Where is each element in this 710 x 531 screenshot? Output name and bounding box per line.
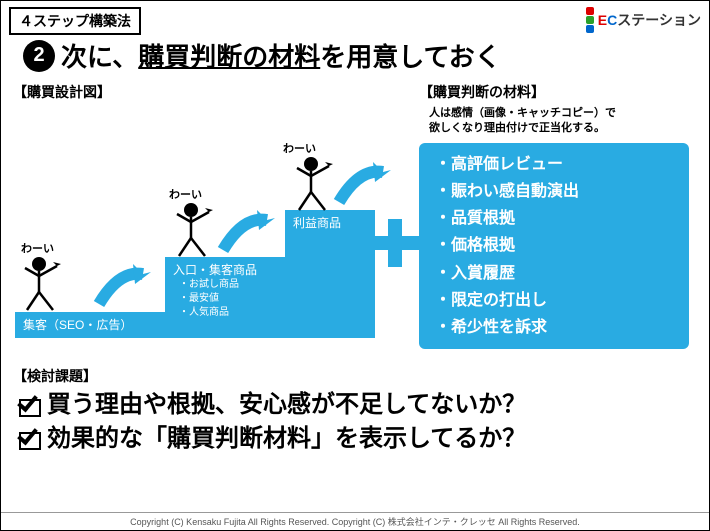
mat-item: ・希少性を訴求 (435, 314, 673, 341)
plus-icon (371, 219, 419, 267)
mat-item: ・限定の打出し (435, 287, 673, 314)
header-row: ４ステップ構築法 ECステーション (1, 1, 709, 35)
method-tag: ４ステップ構築法 (9, 7, 141, 35)
left-diagram: 【購買設計図】 集客（SEO・広告） 入口・集客商品 ・お試し商品 ・最安値 ・… (13, 82, 413, 362)
right-column: 【購買判断の材料】 人は感情（画像・キャッチコピー）で欲しくなり理由付けで正当化… (419, 82, 689, 362)
step-2: 入口・集客商品 ・お試し商品 ・最安値 ・人気商品 (165, 257, 285, 338)
mat-item: ・価格根拠 (435, 232, 673, 259)
stick-figure-3 (291, 154, 337, 214)
check-icon (17, 393, 41, 417)
step-3: 利益商品 (285, 210, 375, 338)
review-questions: 買う理由や根拠、安心感が不足してないか？ 効果的な「購買判断材料」を表示してるか… (1, 386, 709, 455)
stick-figure-2 (171, 200, 217, 260)
mat-item: ・入賞履歴 (435, 260, 673, 287)
speech-2: わーい (169, 186, 202, 202)
mat-item: ・品質根拠 (435, 205, 673, 232)
speech-1: わーい (21, 240, 54, 256)
title-text: 次に、購買判断の材料を用意しておく (61, 37, 501, 74)
mat-item: ・賑わい感自動演出 (435, 178, 673, 205)
footer-copyright: Copyright (C) Kensaku Fujita All Rights … (1, 512, 709, 528)
speech-3: わーい (283, 140, 316, 156)
review-label: 【検討課題】 (1, 366, 709, 386)
mat-item: ・高評価レビュー (435, 151, 673, 178)
logo: ECステーション (586, 7, 701, 33)
materials-box: ・高評価レビュー ・賑わい感自動演出 ・品質根拠 ・価格根拠 ・入賞履歴 ・限定… (419, 143, 689, 349)
check-icon (17, 426, 41, 450)
right-label: 【購買判断の材料】 (419, 82, 689, 102)
arrow-2 (217, 206, 277, 256)
logo-icon (586, 7, 594, 33)
check-q2: 効果的な「購買判断材料」を表示してるか？ (17, 422, 693, 456)
logo-text: ステーション (617, 12, 701, 28)
slide-title: 2 次に、購買判断の材料を用意しておく (1, 35, 709, 82)
check-q1: 買う理由や根拠、安心感が不足してないか？ (17, 388, 693, 422)
stick-figure-1 (19, 254, 65, 314)
arrow-3 (333, 158, 393, 208)
arrow-1 (93, 260, 153, 310)
step-number-badge: 2 (23, 40, 55, 72)
step-1: 集客（SEO・広告） (15, 312, 165, 338)
left-label: 【購買設計図】 (13, 82, 413, 102)
right-desc: 人は感情（画像・キャッチコピー）で欲しくなり理由付けで正当化する。 (419, 106, 689, 137)
